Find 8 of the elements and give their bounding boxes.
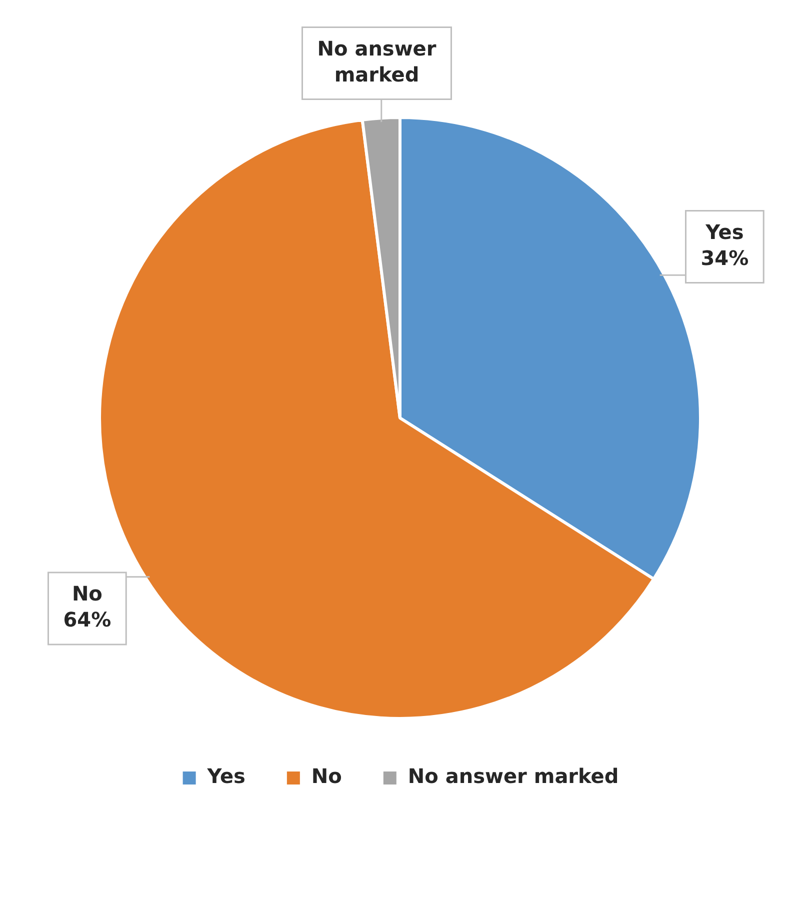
slice-label: No answer marked (317, 36, 436, 86)
legend-label: No (311, 764, 342, 788)
legend-label: No answer marked (408, 764, 619, 788)
slice-label: Yes (704, 220, 744, 244)
data-label: 64% (63, 608, 112, 632)
legend-label: Yes (206, 764, 246, 788)
slice-label: No (72, 582, 102, 606)
data-label: 34% (700, 246, 749, 270)
